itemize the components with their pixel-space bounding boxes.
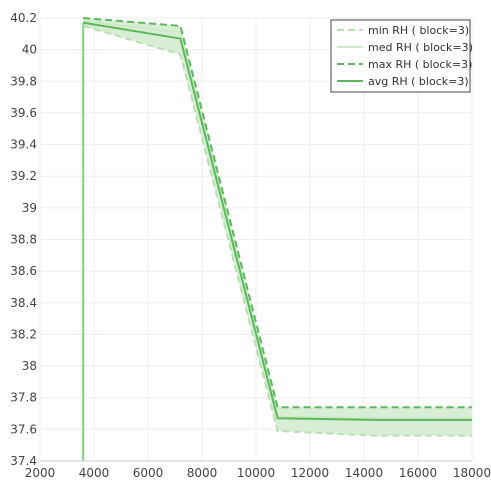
y-tick-label: 38 [22, 359, 37, 373]
legend-label: avg RH ( block=3) [368, 75, 469, 88]
y-tick-label: 39.2 [10, 169, 37, 183]
legend-label: min RH ( block=3) [368, 24, 469, 37]
axes: 2000 4000 6000 8000 10000 12000 14000 16000 1800… [10, 11, 491, 480]
x-tick-label: 14000 [345, 466, 383, 480]
x-tick-label: 18000 [453, 466, 491, 480]
legend: min RH ( block=3) med RH ( block=3) max RH… [330, 19, 473, 93]
y-tick-label: 37.6 [10, 422, 37, 436]
max-rh-line [83, 17, 472, 409]
y-tick-label: 39 [22, 201, 37, 215]
x-tick-label: 12000 [291, 466, 329, 480]
y-tick-label: 38.4 [10, 296, 37, 310]
x-tick-label: 6000 [133, 466, 164, 480]
y-tick-label: 37.8 [10, 391, 37, 405]
min-rh-line [82, 24, 472, 437]
x-tick-label: 16000 [399, 466, 437, 480]
y-tick-label: 37.4 [10, 454, 37, 468]
y-tick-label: 40.2 [10, 11, 37, 25]
x-tick-label: 4000 [79, 466, 110, 480]
x-tick-label: 8000 [187, 466, 218, 480]
y-tick-label: 39.8 [10, 74, 37, 88]
avg-rh-line [83, 21, 472, 421]
y-tick-label: 39.6 [10, 106, 37, 120]
y-tick-label: 38.6 [10, 264, 37, 278]
legend-label: max RH ( block=3) [368, 58, 472, 71]
legend-label: med RH ( block=3) [368, 41, 473, 54]
series-lines [82, 17, 472, 461]
y-tick-label: 38.2 [10, 327, 37, 341]
y-tick-label: 40 [22, 43, 37, 57]
y-tick-label: 38.8 [10, 233, 37, 247]
y-tick-label: 39.4 [10, 138, 37, 152]
x-tick-label: 10000 [237, 466, 275, 480]
x-tick-label: 2000 [25, 466, 56, 480]
